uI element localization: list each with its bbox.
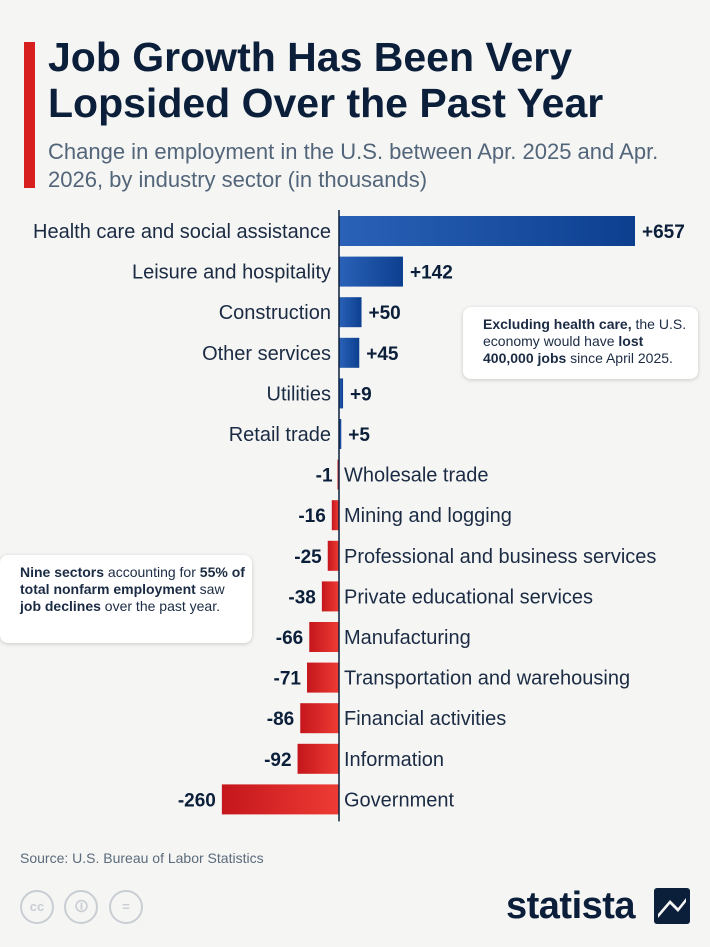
value-label: +9 — [350, 384, 372, 405]
value-label: +45 — [366, 344, 399, 365]
source-note: Source: U.S. Bureau of Labor Statistics — [20, 850, 264, 866]
category-label: Professional and business services — [344, 546, 656, 568]
value-label: -38 — [288, 587, 315, 608]
statista-mark-icon — [654, 888, 690, 924]
note-bold-text: Excluding health care, — [483, 316, 632, 332]
category-label: Government — [344, 789, 454, 811]
category-label: Mining and logging — [344, 505, 512, 527]
value-label: -66 — [276, 628, 303, 649]
bar-professional-and-business-services — [327, 540, 339, 571]
bar-leisure-and-hospitality — [339, 256, 403, 287]
bar-retail-trade — [339, 419, 342, 449]
bar-health-care-and-social-assistance — [339, 216, 635, 246]
value-label: -25 — [294, 547, 322, 568]
chart-title: Job Growth Has Been Very Lopsided Over t… — [48, 34, 604, 126]
category-label: Private educational services — [344, 586, 593, 608]
bar-other-services — [339, 337, 360, 368]
note-bold-text: job declines — [20, 598, 101, 614]
category-label: Health care and social assistance — [33, 221, 331, 243]
category-label: Financial activities — [344, 708, 506, 730]
bar-transportation-and-warehousing — [307, 662, 339, 693]
health-care-note-text: Excluding health care, the U.S. economy … — [483, 316, 693, 367]
value-label: +657 — [642, 222, 685, 243]
note-text: saw — [195, 581, 225, 597]
cc-icon[interactable]: cc — [20, 890, 54, 924]
category-label: Other services — [202, 343, 331, 365]
value-label: -86 — [267, 709, 294, 730]
declines-note: Nine sectors accounting for 55% of total… — [0, 555, 252, 643]
category-label: Transportation and warehousing — [344, 668, 630, 690]
value-label: +50 — [369, 303, 401, 324]
bar-chart: +657 Health care and social assistance +14… — [33, 210, 685, 822]
bar-utilities — [339, 378, 344, 409]
value-label: -92 — [264, 750, 291, 771]
note-bold-text: lost 400,000 jobs — [483, 333, 644, 366]
value-label: +5 — [348, 425, 370, 446]
bar-information — [297, 743, 339, 774]
note-text: accounting for — [104, 564, 200, 580]
bar-financial-activities — [300, 703, 339, 734]
category-label: Retail trade — [229, 424, 331, 446]
bar-government — [221, 784, 339, 815]
chart-subtitle: Change in employment in the U.S. between… — [48, 139, 659, 192]
note-text: over the past year. — [100, 598, 220, 614]
value-label: +142 — [410, 263, 453, 284]
equals-icon[interactable]: = — [108, 890, 143, 924]
note-bold-text: 55% of total nonfarm employment — [20, 564, 245, 597]
bar-mining-and-logging — [331, 500, 339, 531]
category-label: Leisure and hospitality — [132, 262, 331, 284]
value-label: -71 — [274, 669, 302, 690]
note-text: the U.S. economy would have — [483, 316, 687, 349]
value-label: -1 — [316, 466, 333, 487]
declines-note-text: Nine sectors accounting for 55% of total… — [20, 564, 248, 615]
note-bold-text: Nine sectors — [20, 564, 105, 580]
category-label: Wholesale trade — [344, 465, 489, 487]
health-care-note: Excluding health care, the U.S. economy … — [463, 307, 698, 379]
bar-manufacturing — [309, 622, 339, 652]
license-icons: cc 🛈 = — [20, 890, 149, 924]
value-label: -16 — [298, 506, 325, 527]
title-accent-bar — [24, 42, 35, 188]
value-label: -260 — [178, 790, 216, 811]
person-icon[interactable]: 🛈 — [64, 890, 99, 924]
category-label: Manufacturing — [344, 627, 471, 649]
bar-private-educational-services — [321, 581, 339, 612]
category-label: Construction — [219, 302, 331, 324]
statista-wordmark: statista — [506, 885, 636, 927]
category-label: Utilities — [267, 383, 331, 405]
category-label: Information — [344, 749, 444, 771]
bar-construction — [339, 297, 362, 328]
note-text: since April 2025. — [566, 350, 673, 366]
